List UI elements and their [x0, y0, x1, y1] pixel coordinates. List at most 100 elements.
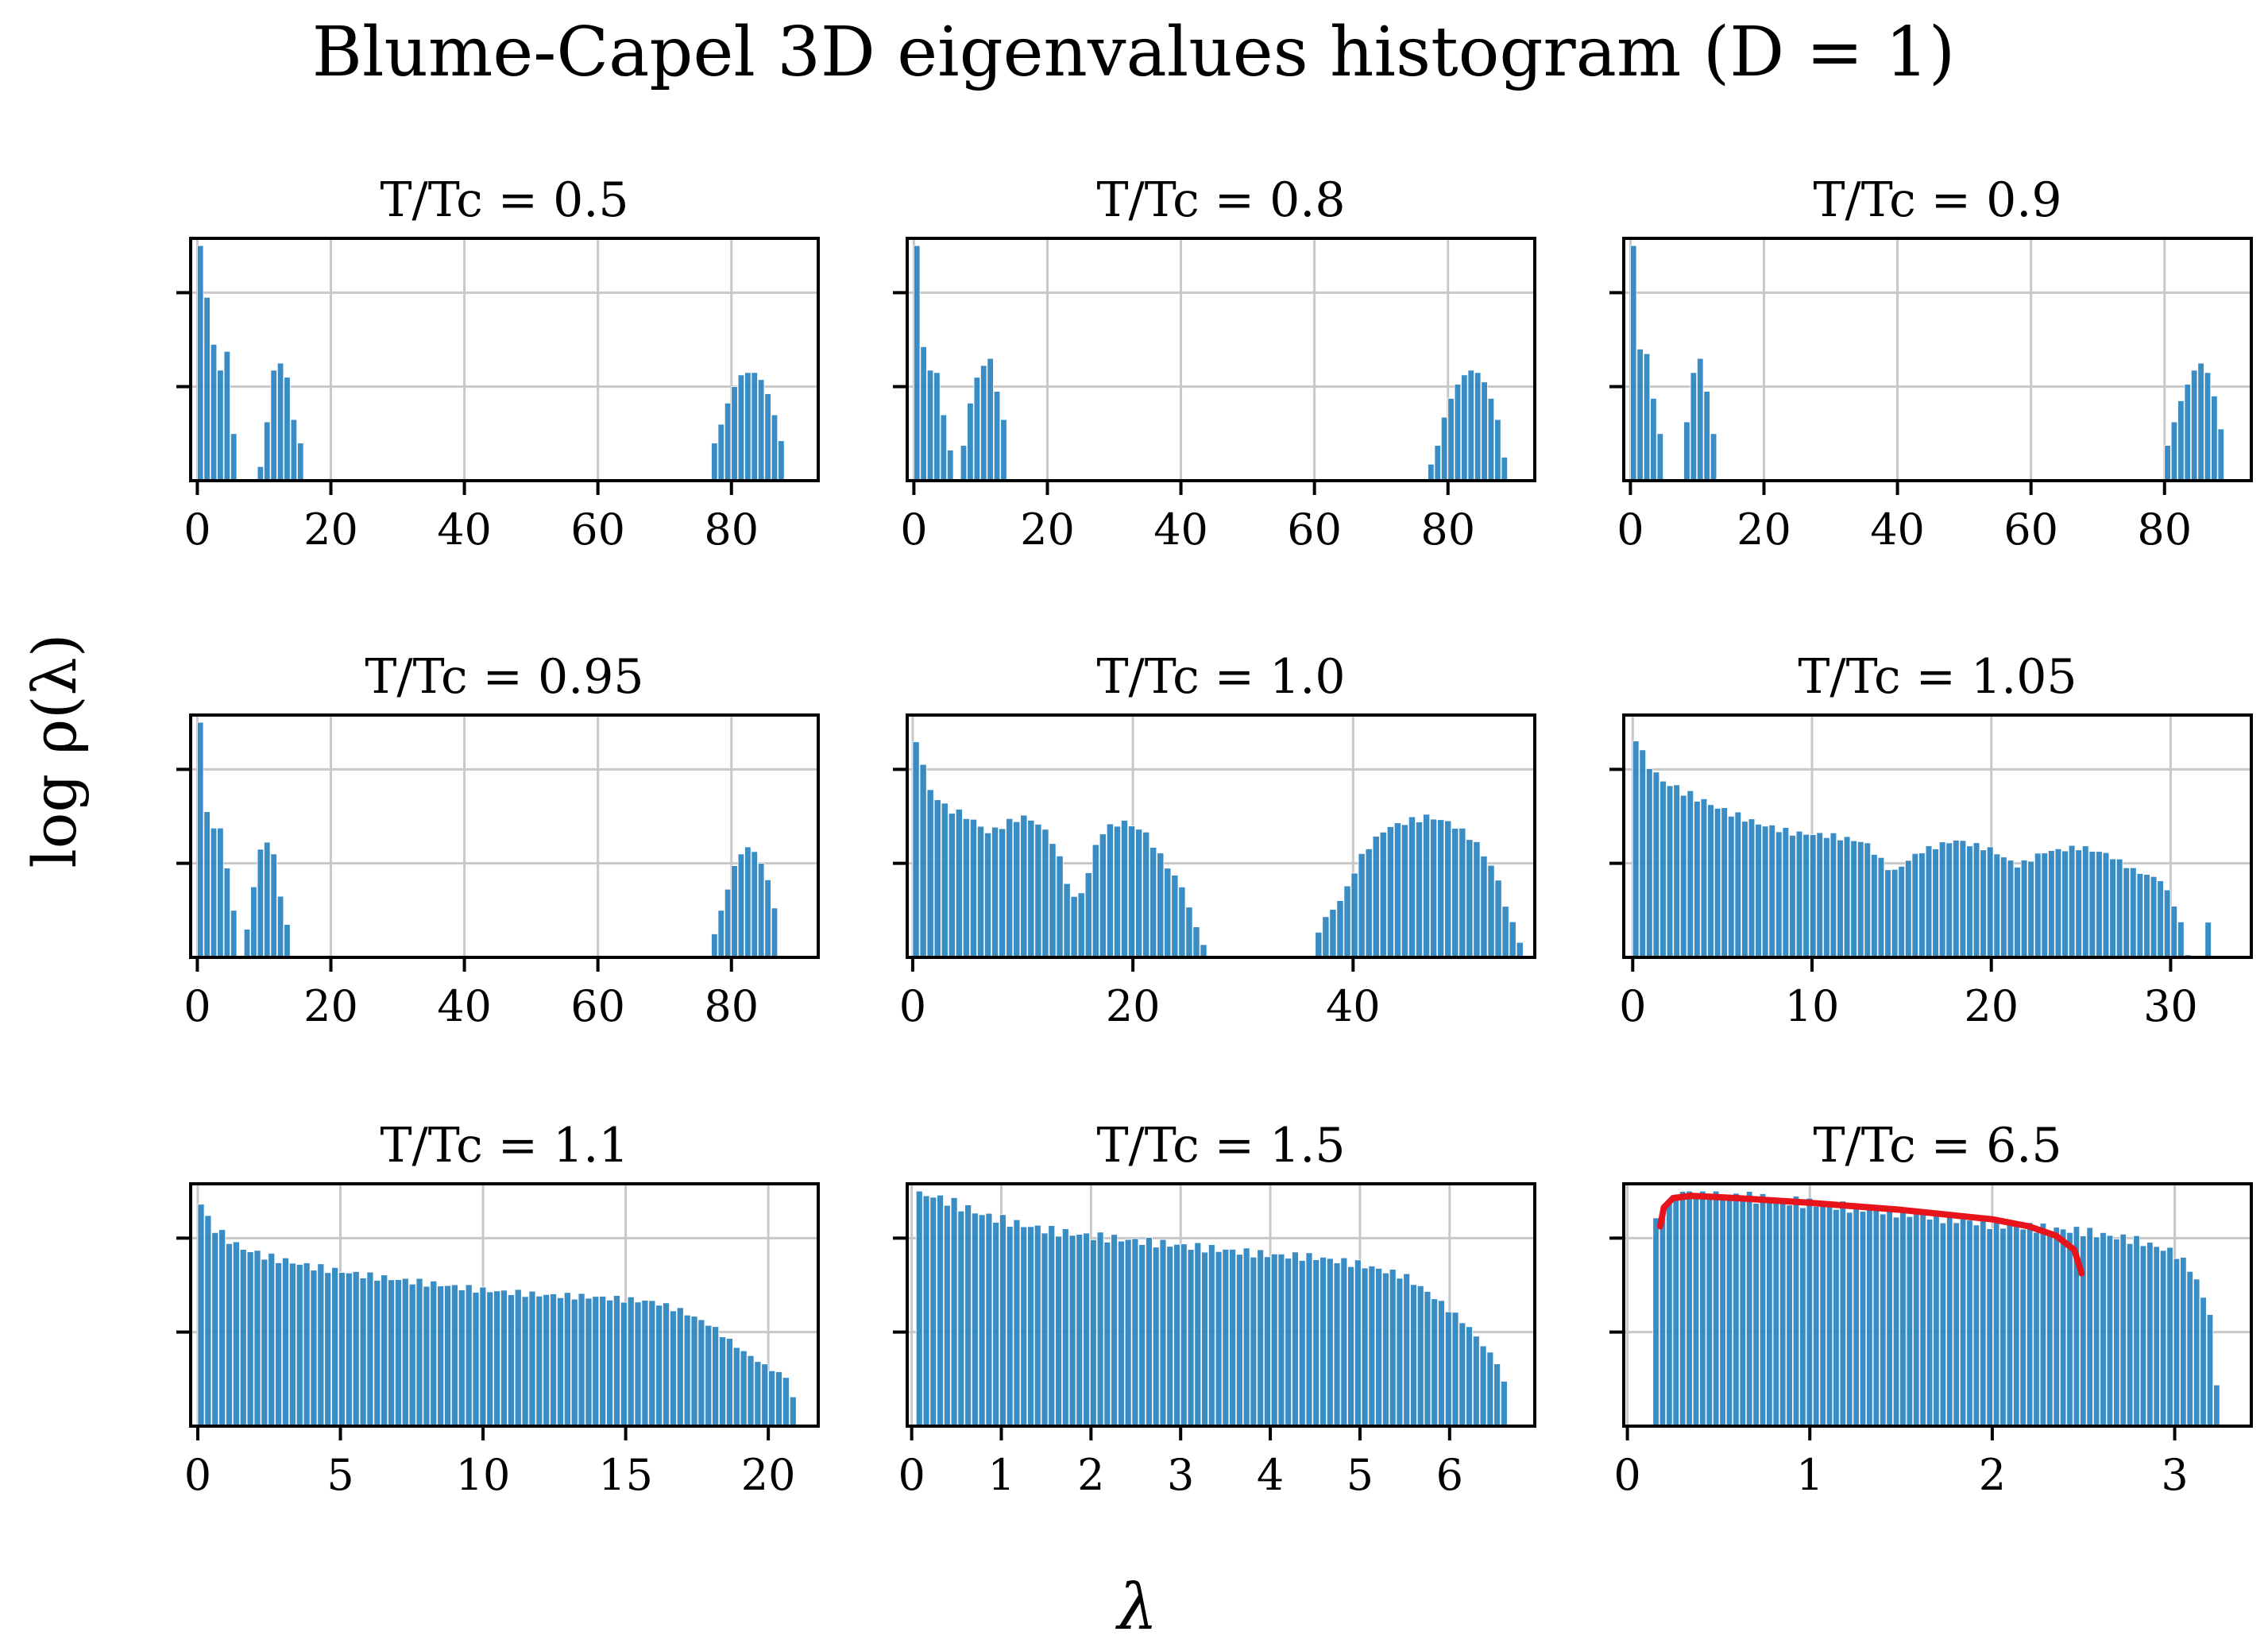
histogram-bar [359, 1278, 367, 1427]
histogram-bar [1650, 398, 1657, 481]
x-tick-label: 40 [1870, 505, 1925, 555]
histogram-bar [2119, 1233, 2127, 1427]
histogram-bar [1892, 1216, 1900, 1427]
histogram-bar [1918, 852, 1926, 958]
histogram-bar [1375, 1268, 1383, 1427]
histogram-bar [2061, 850, 2069, 958]
histogram-bar [731, 865, 738, 958]
histogram-bar [676, 1307, 684, 1427]
fit-curve [1656, 1193, 2085, 1277]
histogram-bar [217, 827, 224, 958]
histogram-bar [1999, 1228, 2007, 1427]
histogram-bar [1966, 845, 1973, 958]
histogram-bar [1898, 866, 1905, 958]
histogram-bar [408, 1283, 416, 1427]
histogram-bar [1343, 885, 1351, 958]
histogram-bar [751, 372, 758, 481]
histogram-bar [1872, 1208, 1880, 1427]
histogram-bar [535, 1295, 543, 1427]
histogram-bar [1857, 841, 1864, 958]
histogram-bar [1382, 1272, 1389, 1427]
histogram-bar [1173, 1243, 1180, 1427]
histogram-bar [1712, 1190, 1720, 1427]
panel-title: T/Tc = 1.05 [1798, 649, 2077, 705]
histogram-bar [1157, 852, 1165, 958]
histogram-bar [1131, 1238, 1139, 1427]
panel-1: T/Tc = 0.5 0 20 40 60 80 [176, 172, 820, 555]
histogram-bar [1646, 768, 1653, 958]
histogram-bar [1739, 1200, 1746, 1427]
histogram-bar [737, 853, 745, 958]
histogram-bar [1006, 1226, 1014, 1427]
histogram-bar [204, 1215, 212, 1427]
histogram-bar [1401, 824, 1408, 958]
histogram-bar [2153, 1246, 2160, 1427]
histogram-bar [211, 1231, 219, 1427]
histogram-bar [1630, 245, 1637, 481]
x-tick-label: 60 [570, 981, 625, 1031]
axes-frame [1622, 237, 2253, 482]
x-tick-label: 4 [1257, 1450, 1284, 1500]
histogram-bar [1118, 1240, 1125, 1427]
histogram-bar [1461, 374, 1468, 481]
x-tick-label: 0 [1617, 505, 1644, 555]
x-tick-label: 80 [704, 981, 759, 1031]
histogram-bar [922, 1195, 930, 1427]
histogram-bar [458, 1289, 466, 1427]
histogram-bar [1386, 826, 1394, 958]
histogram-bar [1823, 837, 1830, 958]
histogram-bar [2053, 1227, 2060, 1427]
histogram-bar [1926, 1219, 1934, 1427]
histogram-bar [218, 1229, 226, 1427]
histogram-bar [724, 888, 732, 958]
histogram-bar [2092, 1236, 2100, 1427]
histogram-bar [1672, 1199, 1679, 1427]
histogram-bar [2217, 428, 2224, 481]
axes-frame [1622, 713, 2253, 959]
histogram-bar [500, 1289, 508, 1427]
histogram-bar [1980, 1218, 1987, 1427]
x-tick-label: 40 [437, 505, 492, 555]
histogram-bar [1466, 839, 1474, 958]
histogram-bar [599, 1296, 607, 1427]
x-tick-label: 20 [741, 1450, 796, 1500]
panel-6: T/Tc = 1.05 0 10 20 30 [1609, 649, 2253, 1031]
histogram-bar [641, 1300, 649, 1427]
histogram-bar [1799, 1207, 1806, 1427]
histogram-bar [1192, 926, 1200, 958]
histogram-bar [1166, 1246, 1174, 1427]
histogram-bar [2123, 867, 2131, 958]
histogram-bar [1305, 1252, 1313, 1427]
histogram-bar [232, 1241, 240, 1427]
histogram-bar [1277, 1254, 1285, 1427]
histogram-bar [2081, 845, 2089, 958]
histogram-bar [1083, 1232, 1090, 1427]
panel-8: T/Tc = 1.5 0 1 2 3 4 5 6 [893, 1118, 1536, 1500]
histogram-bar [771, 907, 779, 958]
histogram-bar [2126, 1243, 2134, 1427]
histogram-bar [1911, 852, 1919, 958]
histogram-bar [1472, 1336, 1480, 1427]
histogram-bar [1703, 391, 1710, 481]
histogram-bar [1423, 814, 1431, 958]
histogram-bar [1056, 855, 1064, 958]
histogram-bar [1201, 1251, 1208, 1427]
histogram-bar [1438, 1300, 1445, 1427]
histogram-bar [967, 402, 974, 481]
x-tick-label: 2 [1077, 1450, 1104, 1500]
figure-xlabel: λ [1115, 1570, 1158, 1644]
histogram-bar [2197, 362, 2204, 481]
histogram-bar [223, 868, 231, 958]
axes-frame [906, 713, 1536, 959]
histogram-bar [764, 879, 771, 958]
histogram-bar [987, 358, 994, 481]
histogram-bar [627, 1296, 635, 1427]
histogram-bar [1953, 1222, 1960, 1427]
histogram-bar [1694, 801, 1701, 958]
histogram-bar [352, 1271, 360, 1427]
histogram-bar [1372, 836, 1380, 958]
histogram-bar [1789, 834, 1796, 958]
histogram-bar [1501, 906, 1509, 958]
histogram-bar [2059, 1228, 2067, 1427]
